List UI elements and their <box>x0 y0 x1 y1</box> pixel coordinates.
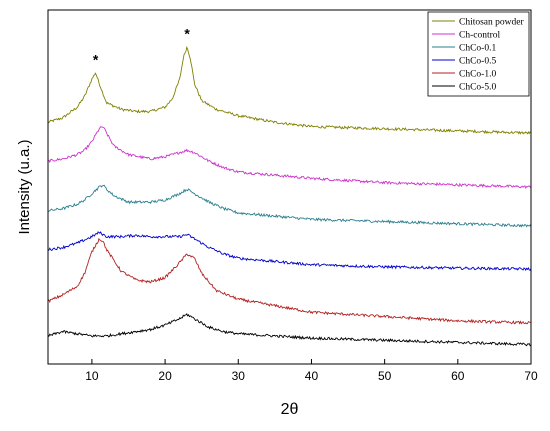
x-tick-label: 50 <box>378 369 392 383</box>
annotation-layer: ** <box>93 26 190 68</box>
x-tick-label: 30 <box>232 369 246 383</box>
legend-label: ChCo-0.1 <box>459 44 496 54</box>
series-line-2 <box>47 184 532 228</box>
plot-frame <box>47 9 532 365</box>
series-line-1 <box>47 126 532 190</box>
x-tick-label: 20 <box>158 369 172 383</box>
series-line-4 <box>47 237 532 325</box>
series-line-0 <box>47 45 532 135</box>
legend: Chitosan powder Ch-control ChCo-0.1 ChCo-0.… <box>427 11 530 97</box>
x-tick-label: 40 <box>305 369 319 383</box>
x-axis-label: 2θ <box>281 401 299 418</box>
legend-label: ChCo-1.0 <box>459 70 496 80</box>
peak-asterisk: * <box>184 26 190 42</box>
legend-label: Ch-control <box>459 31 501 41</box>
x-tick-label: 10 <box>85 369 99 383</box>
series-layer <box>47 45 532 347</box>
peak-asterisk: * <box>93 52 99 68</box>
x-axis: 10 20 30 40 50 60 70 <box>85 359 538 383</box>
x-tick-label: 60 <box>451 369 465 383</box>
x-tick-label: 70 <box>524 369 538 383</box>
y-axis-label: Intensity (u.a.) <box>16 139 33 234</box>
legend-label: Chitosan powder <box>459 18 524 28</box>
legend-box <box>427 11 530 97</box>
legend-label: ChCo-0.5 <box>459 57 496 67</box>
series-line-5 <box>47 313 532 347</box>
legend-label: ChCo-5.0 <box>459 83 496 93</box>
series-line-3 <box>47 231 532 272</box>
